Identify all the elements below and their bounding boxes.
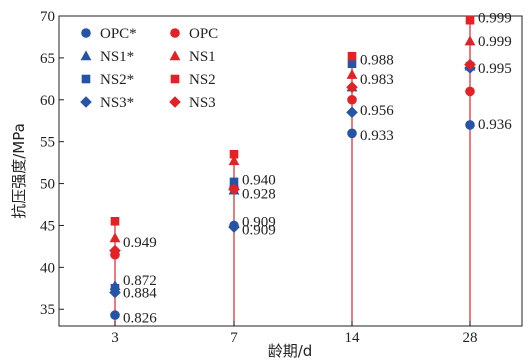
point-ns3-model-3 [109, 286, 121, 299]
x-axis: 3 7 14 28 [111, 321, 478, 346]
x-axis-title: 龄期/d [268, 342, 313, 360]
plot-frame [58, 15, 523, 327]
r2-label: 0.999 [478, 11, 512, 27]
point-ns2-7 [229, 149, 239, 159]
point-ns1-28 [464, 35, 476, 46]
r2-label: 0.956 [360, 103, 394, 119]
r2-label: 0.999 [478, 34, 512, 50]
point-opc-model-28 [465, 120, 475, 130]
point-opc-model-3 [110, 310, 120, 320]
legend-marker-ns2-model [81, 74, 91, 84]
y-tick-label: 60 [40, 93, 55, 109]
point-ns3-28 [464, 58, 476, 71]
r2-label: 0.949 [123, 235, 157, 251]
x-tick-label: 3 [111, 330, 119, 346]
legend-label: NS2* [100, 72, 134, 88]
point-ns1-7 [228, 155, 240, 166]
legend-label: NS1 [189, 49, 216, 65]
point-ns1-3 [109, 232, 121, 243]
legend: OPC* OPC NS1* NS1 NS2* NS2 NS3* NS3 [80, 26, 218, 111]
r2-label: 0.936 [478, 117, 512, 133]
legend-marker-ns2 [170, 74, 180, 84]
legend-marker-ns1-model [80, 50, 92, 61]
legend-marker-opc-model [81, 28, 91, 38]
legend-label: NS3 [189, 95, 216, 111]
y-tick-label: 55 [40, 135, 55, 151]
x-tick-label: 28 [463, 330, 478, 346]
point-ns2-model-14 [347, 59, 357, 69]
legend-label: NS3* [100, 95, 134, 111]
r2-label: 0.983 [360, 72, 394, 88]
point-ns2-model-7 [229, 177, 239, 187]
y-tick-label: 65 [40, 51, 55, 67]
legend-marker-ns3-model [80, 96, 92, 108]
point-ns3-model-14 [346, 106, 358, 119]
x-tick-label: 7 [230, 330, 238, 346]
r2-label: 0.928 [242, 187, 276, 203]
y-tick-label: 70 [40, 9, 55, 25]
category-lines [114, 20, 471, 326]
y-tick-label: 50 [40, 177, 55, 193]
r2-label: 0.884 [123, 285, 157, 301]
legend-label: OPC [189, 26, 218, 42]
legend-marker-opc [170, 28, 180, 38]
data-points [109, 15, 476, 320]
legend-marker-ns1 [169, 50, 181, 61]
r2-label: 0.826 [123, 311, 157, 327]
r2-label: 0.872 [123, 273, 157, 289]
point-opc-28 [465, 86, 475, 97]
y-axis: 35 40 45 50 55 60 65 70 [40, 9, 64, 318]
y-tick-label: 35 [40, 302, 55, 318]
legend-label: NS1* [100, 49, 134, 65]
r2-label: 0.995 [478, 61, 512, 77]
point-ns2-3 [110, 216, 120, 226]
y-tick-label: 40 [40, 260, 55, 276]
point-ns2-14 [347, 51, 357, 61]
point-opc-14 [347, 94, 357, 105]
point-ns3-14 [346, 81, 358, 94]
r2-label: 0.909 [242, 223, 276, 239]
y-tick-label: 45 [40, 218, 55, 234]
r2-label: 0.933 [360, 128, 394, 144]
point-opc-model-14 [347, 128, 357, 139]
r2-label: 0.940 [242, 172, 276, 188]
r2-label: 0.909 [242, 214, 276, 230]
point-ns3-3 [109, 244, 121, 257]
point-ns2-28 [465, 15, 475, 25]
legend-label: NS2 [189, 72, 216, 88]
point-ns3-model-7 [228, 221, 240, 233]
legend-marker-ns3 [169, 96, 181, 108]
x-tick-label: 14 [345, 330, 361, 346]
y-axis-title: 抗压强度/MPa [10, 123, 28, 219]
point-ns3-7 [228, 183, 240, 196]
point-ns1-14 [346, 69, 358, 79]
r2-label: 0.988 [360, 53, 394, 69]
legend-label: OPC* [100, 26, 137, 42]
